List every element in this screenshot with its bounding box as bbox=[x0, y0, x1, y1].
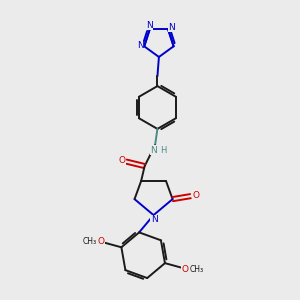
Text: O: O bbox=[119, 157, 126, 166]
Text: N: N bbox=[146, 21, 153, 30]
Text: CH₃: CH₃ bbox=[83, 237, 97, 246]
Text: N: N bbox=[150, 146, 157, 155]
Text: O: O bbox=[98, 237, 105, 246]
Text: H: H bbox=[160, 146, 167, 155]
Text: N: N bbox=[169, 23, 175, 32]
Text: N: N bbox=[137, 41, 144, 50]
Text: O: O bbox=[182, 265, 189, 274]
Text: N: N bbox=[151, 215, 158, 224]
Text: CH₃: CH₃ bbox=[190, 265, 204, 274]
Text: O: O bbox=[192, 191, 199, 200]
